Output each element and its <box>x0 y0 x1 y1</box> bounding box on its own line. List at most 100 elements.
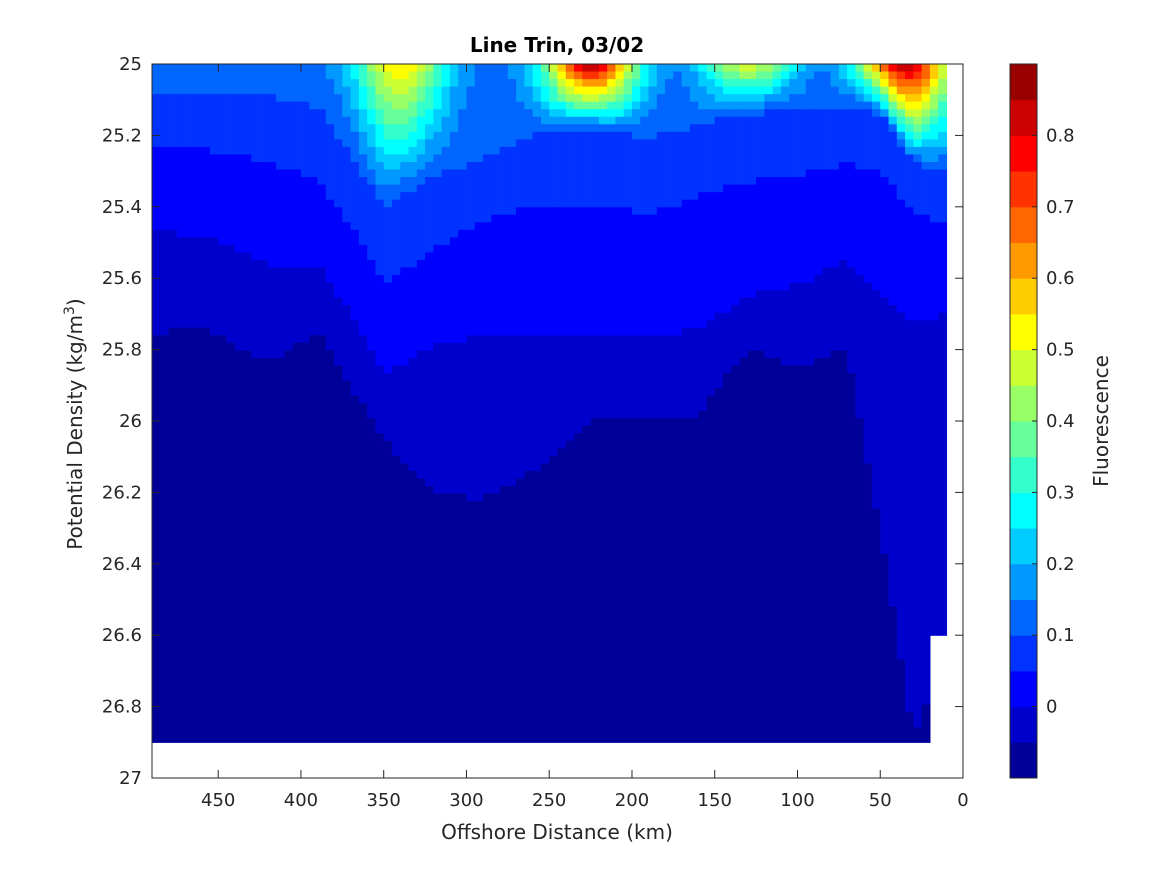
contour-cell <box>375 71 385 95</box>
y-tick-label: 25.4 <box>102 197 142 218</box>
contour-cell <box>383 86 393 103</box>
contour-cell <box>317 335 327 743</box>
contour-cell <box>226 64 236 95</box>
contour-cell <box>408 267 418 359</box>
colorbar-band <box>1010 563 1037 600</box>
contour-layer <box>152 64 948 743</box>
contour-cell <box>383 282 393 374</box>
contour-cell <box>880 177 890 299</box>
contour-cell <box>375 109 385 125</box>
contour-cell <box>383 71 393 88</box>
contour-cell <box>243 64 252 95</box>
colorbar-label: Fluorescence <box>1089 355 1113 487</box>
contour-cell <box>913 161 923 216</box>
contour-cell <box>549 207 559 336</box>
contour-cell <box>731 71 741 80</box>
contour-cell <box>383 64 393 73</box>
contour-cell <box>267 357 277 743</box>
contour-cell <box>780 290 790 367</box>
contour-cell <box>507 335 517 487</box>
contour-cell <box>747 101 757 110</box>
contour-cell <box>896 109 906 118</box>
contour-cell <box>905 207 914 321</box>
contour-cell <box>391 365 401 457</box>
contour-cell <box>358 109 368 133</box>
contour-cell <box>449 169 459 238</box>
contour-cell <box>574 131 583 208</box>
contour-cell <box>615 131 625 208</box>
contour-cell <box>921 139 931 148</box>
contour-cell <box>251 161 261 261</box>
colorbar-ticks: 0 0.1 0.2 0.3 0.4 0.5 0.6 0.7 0.8 <box>1032 125 1075 718</box>
contour-cell <box>441 116 451 148</box>
contour-cell <box>449 64 459 88</box>
contour-cell <box>896 146 906 201</box>
contour-cell <box>714 109 724 118</box>
contour-cell <box>416 101 426 118</box>
contour-cell <box>698 71 708 88</box>
contour-cell <box>334 139 343 208</box>
contour-cell <box>209 94 219 156</box>
contour-cell <box>540 131 550 208</box>
contour-cell <box>176 327 186 743</box>
contour-cell <box>598 79 608 88</box>
contour-cell <box>358 244 368 336</box>
contour-cell <box>863 282 873 465</box>
contour-cell <box>631 124 641 140</box>
contour-cell <box>549 455 559 743</box>
contour-cell <box>772 101 782 110</box>
contour-cell <box>557 79 567 88</box>
y-axis-label: Potential Density (kg/m3) <box>62 298 87 549</box>
contour-cell <box>259 94 269 163</box>
contour-cell <box>731 365 741 743</box>
colorbar-band <box>1010 206 1037 243</box>
colorbar-tick-label: 0.7 <box>1046 197 1075 218</box>
contour-cell <box>631 335 641 419</box>
contour-cell <box>780 109 790 178</box>
contour-cell <box>631 64 641 80</box>
contour-cell <box>433 64 443 88</box>
contour-cell <box>574 335 583 434</box>
contour-cell <box>309 109 319 178</box>
contour-cell <box>325 350 335 743</box>
contour-cell <box>648 109 658 140</box>
contour-cell <box>929 222 939 321</box>
contour-cell <box>425 486 434 743</box>
colorbar-band <box>1010 706 1037 743</box>
contour-cell <box>714 86 724 103</box>
contour-cell <box>789 109 799 178</box>
contour-cell <box>325 64 335 80</box>
contour-cell <box>905 86 914 95</box>
contour-cell <box>408 64 418 73</box>
contour-cell <box>400 267 410 367</box>
contour-cell <box>905 101 914 110</box>
contour-cell <box>400 154 410 163</box>
colorbar-band <box>1010 64 1037 101</box>
contour-cell <box>433 244 443 344</box>
contour-cell <box>309 267 319 336</box>
contour-cell <box>441 244 451 344</box>
contour-cell <box>880 109 890 118</box>
contour-cell <box>706 192 716 321</box>
contour-cell <box>714 64 724 73</box>
contour-cell <box>673 71 683 133</box>
contour-cell <box>300 177 310 269</box>
contour-cell <box>524 207 534 336</box>
contour-cell <box>665 131 674 208</box>
contour-cell <box>483 493 492 743</box>
contour-cell <box>574 94 583 103</box>
colorbar-band <box>1010 349 1037 386</box>
contour-cell <box>838 64 848 80</box>
contour-cell <box>367 184 377 261</box>
contour-cell <box>847 64 857 80</box>
contour-cell <box>607 71 617 80</box>
contour-cell <box>507 146 517 216</box>
contour-cell <box>731 305 741 367</box>
contour-cell <box>863 64 873 73</box>
contour-cell <box>913 154 923 163</box>
contour-cell <box>938 101 948 118</box>
contour-cell <box>855 94 865 103</box>
contour-cell <box>391 199 401 276</box>
contour-cell <box>160 335 170 743</box>
contour-cell <box>871 64 881 73</box>
